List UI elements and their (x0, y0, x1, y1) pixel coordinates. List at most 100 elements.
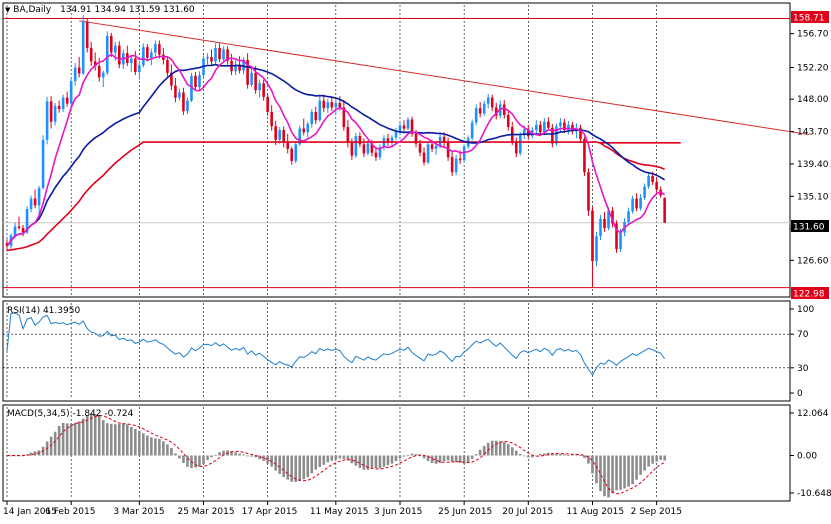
macd-histogram-bar (206, 455, 209, 460)
macd-histogram-bar (342, 455, 346, 459)
price-pane[interactable] (2, 2, 791, 298)
candle-body (93, 61, 97, 67)
macd-histogram-bar (506, 444, 510, 456)
candle-body (539, 124, 542, 133)
macd-histogram-bar (378, 455, 382, 469)
candle-body (13, 226, 17, 236)
candle-body (627, 211, 630, 222)
macd-histogram-bar (121, 423, 125, 456)
macd-histogram-bar (170, 447, 173, 456)
ma-slow-line (6, 141, 665, 252)
candle-body (643, 186, 646, 198)
trendline (79, 20, 810, 136)
macd-signal-line (7, 414, 665, 495)
macd-histogram-bar (635, 455, 638, 480)
macd-histogram-bar (370, 455, 374, 469)
macd-histogram-bar (73, 422, 77, 456)
macd-histogram-bar (426, 455, 430, 462)
rsi-tick-label: 0 (797, 389, 803, 399)
macd-histogram-bar (470, 455, 474, 459)
candle-body (198, 75, 201, 88)
macd-histogram-bar (446, 455, 450, 461)
date-tick-label: 25 Mar 2015 (177, 507, 234, 517)
macd-histogram-bar (186, 455, 189, 467)
macd-histogram-bar (518, 453, 522, 456)
chevron-down-icon[interactable]: ▼ (5, 6, 11, 14)
candle-body (599, 218, 602, 237)
candle-body (222, 49, 225, 60)
candle-body (270, 111, 273, 127)
macd-histogram-bar (89, 413, 93, 456)
candle-body (77, 67, 81, 74)
candle-body (474, 108, 478, 123)
macd-histogram-bar (306, 455, 310, 478)
candle-body (282, 130, 285, 143)
candle-body (338, 102, 342, 108)
macd-histogram-bar (218, 452, 221, 456)
macd-histogram-bar (282, 455, 285, 478)
macd-histogram-bar (414, 454, 418, 456)
macd-histogram-bar (158, 438, 161, 456)
macd-histogram-bar (9, 455, 13, 457)
date-tick-label: 3 Jun 2015 (374, 507, 422, 517)
macd-histogram-bar (330, 455, 334, 461)
candle-body (65, 97, 69, 104)
low-price-marker: 122.98 (791, 287, 829, 300)
high-price-label: 158.71 (793, 14, 825, 24)
last-price-label: 131.60 (793, 223, 825, 233)
macd-histogram-bar (502, 441, 506, 456)
low-price-label: 122.98 (793, 290, 825, 300)
candle-body (366, 143, 370, 154)
macd-histogram-bar (234, 452, 237, 456)
candle-body (631, 198, 634, 212)
macd-histogram-bar (222, 450, 225, 456)
price-tick-label: 139.40 (797, 160, 829, 170)
candle-body (73, 67, 77, 82)
macd-histogram-bar (93, 414, 97, 456)
macd-histogram-bar (619, 455, 622, 490)
candle-body (186, 100, 189, 112)
rsi-line (6, 312, 666, 376)
macd-pane[interactable] (2, 404, 791, 502)
candle-body (266, 96, 269, 112)
candle-body (635, 198, 638, 209)
macd-histogram-bar (659, 455, 662, 460)
candle-body (514, 141, 518, 154)
symbol-label: BA,Daily (13, 5, 52, 15)
candle-body (178, 92, 181, 98)
macd-histogram-bar (77, 421, 81, 456)
date-tick-label: 3 Mar 2015 (113, 507, 164, 517)
macd-histogram-bar (117, 423, 121, 456)
macd-histogram-bar (350, 455, 354, 464)
macd-histogram-bar (438, 455, 442, 463)
macd-histogram-bar (531, 455, 534, 458)
candle-body (583, 139, 586, 173)
macd-histogram-bar (13, 455, 17, 457)
candle-body (278, 130, 281, 140)
macd-histogram-bar (603, 455, 606, 497)
candle-body (105, 35, 109, 73)
macd-histogram-bar (202, 455, 205, 464)
macd-histogram-bar (113, 424, 117, 456)
macd-histogram-bar (210, 455, 213, 458)
macd-histogram-bar (274, 455, 277, 471)
candle-body (218, 47, 221, 60)
macd-histogram-bar (382, 455, 386, 467)
macd-histogram-bar (486, 442, 490, 456)
candle-body (490, 97, 494, 108)
macd-histogram-bar (406, 454, 410, 456)
macd-histogram-bar (302, 455, 306, 480)
macd-histogram-bar (150, 437, 153, 456)
macd-histogram-bar (547, 452, 550, 456)
macd-axis: 12.064 0.00 -10.648 (790, 409, 831, 499)
macd-histogram-bar (242, 454, 245, 456)
candle-body (414, 133, 418, 144)
macd-histogram-bar (595, 455, 598, 484)
candle-body (154, 44, 157, 53)
candle-body (326, 102, 330, 109)
macd-histogram-bar (178, 455, 181, 459)
macd-histogram-bar (358, 455, 362, 468)
macd-histogram-bar (334, 455, 338, 460)
